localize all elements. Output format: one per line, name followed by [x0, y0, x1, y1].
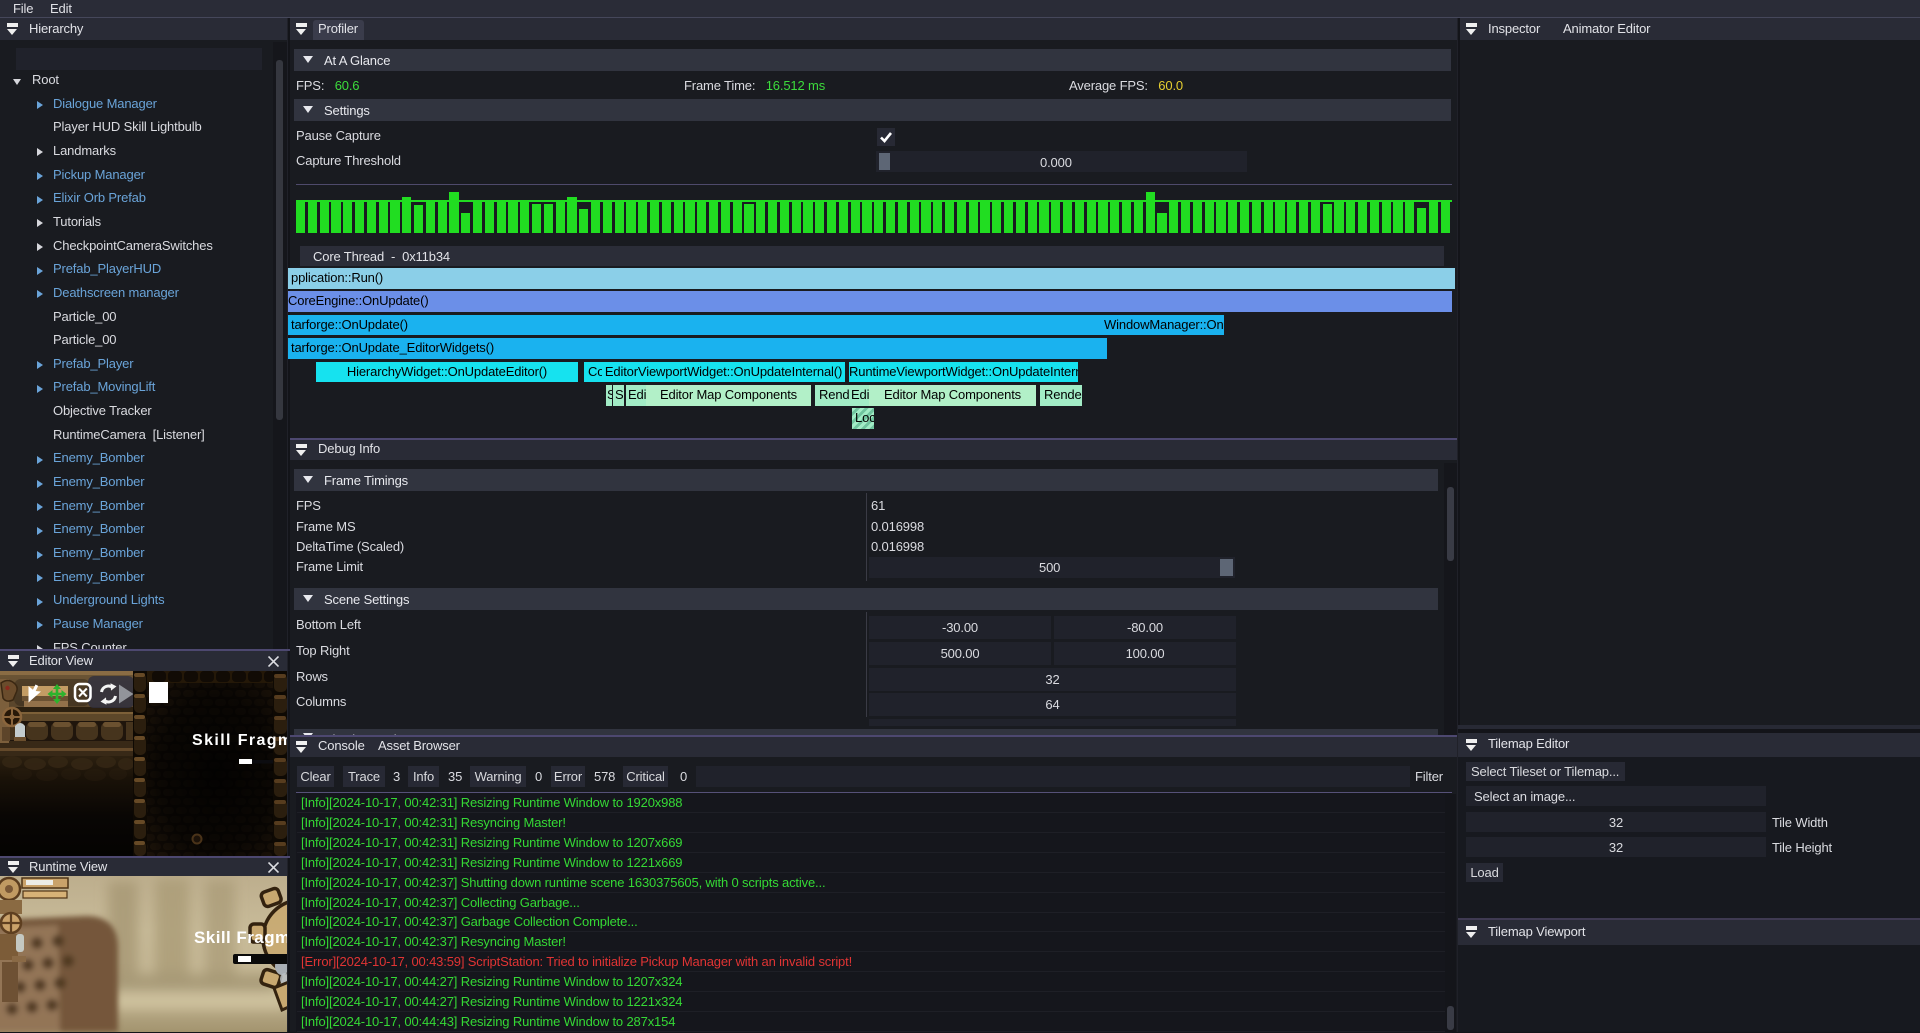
svg-text:Skill Fragm: Skill Fragm: [194, 928, 287, 947]
svg-text:Skill Fragm: Skill Fragm: [192, 732, 287, 749]
